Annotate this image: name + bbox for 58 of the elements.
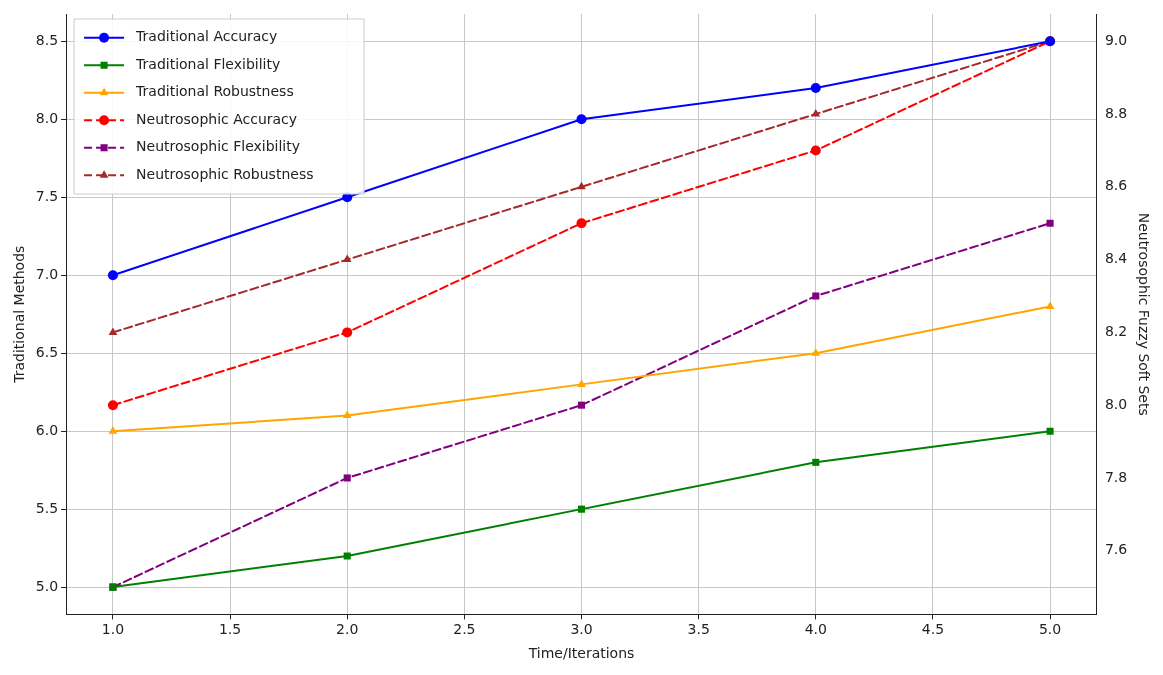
legend-label: Traditional Robustness [135,83,294,100]
y2-tick-label: 8.0 [1104,395,1128,412]
y-tick-label: 5.0 [35,577,59,594]
point [107,400,118,411]
y-tick-label: 6.5 [35,343,59,360]
point [342,410,352,419]
point [811,348,821,356]
y-tick-label: 6.0 [35,421,59,438]
x-tick-label: 4.5 [921,621,945,638]
x-tick-label: 2.5 [453,621,476,638]
y-tick-label: 7.5 [35,187,59,204]
x-tick-label: 2.0 [336,621,359,638]
point [811,109,821,117]
x-tick-label: 3.0 [570,621,593,638]
legend-label: Neutrosophic Robustness [136,165,314,182]
point [1045,301,1055,309]
legend-label: Traditional Accuracy [135,28,278,45]
y2-tick-label: 8.6 [1104,177,1128,194]
point [576,218,587,229]
y-tick-label: 5.5 [35,499,59,516]
point [342,327,353,338]
y-axis-title: Traditional Methods [11,245,28,384]
x-axis-title: Time/Iterations [527,645,635,662]
point [577,379,586,387]
y2-axis-title: Neutrosophic Fuzzy Soft Sets [1135,212,1152,416]
point [577,181,586,190]
y2-tick-label: 9.0 [1104,31,1128,48]
y2-tick-label: 7.6 [1104,541,1128,558]
x-tick-label: 3.5 [687,621,710,638]
point [343,552,351,560]
y-tick-label: 7.0 [35,265,59,282]
y2-tick-label: 8.2 [1104,323,1128,340]
y2-tick-label: 8.8 [1104,104,1128,121]
point [576,114,587,125]
point [577,401,586,409]
legend-label: Traditional Flexibility [135,55,281,72]
point [108,426,118,434]
y2-tick-label: 8.4 [1104,250,1128,267]
legend-label: Neutrosophic Flexibility [136,138,300,155]
point [812,458,820,466]
point [108,327,118,335]
x-tick-label: 1.0 [101,621,125,638]
point [1046,427,1054,435]
point [810,83,821,94]
x-tick-label: 1.5 [218,621,242,638]
point [342,254,352,263]
x-tick-label: 4.0 [804,621,827,638]
x-tick-label: 5.0 [1038,621,1062,638]
point [343,474,351,482]
point [107,270,118,281]
point [577,505,586,513]
point [1046,219,1054,227]
y-tick-label: 8.5 [35,31,59,48]
point [812,292,820,300]
point [810,145,821,156]
y-tick-label: 8.0 [35,109,59,126]
y2-tick-label: 7.8 [1104,468,1128,485]
legend-label: Neutrosophic Accuracy [136,110,298,127]
